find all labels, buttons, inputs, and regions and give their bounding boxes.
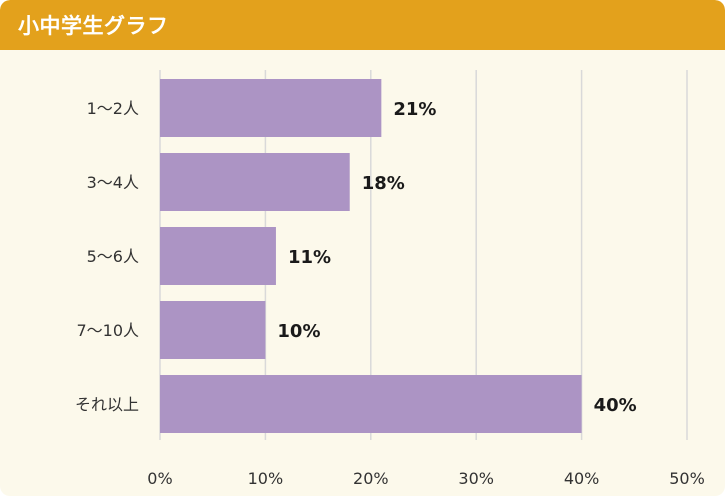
- x-tick-label: 40%: [564, 469, 600, 488]
- data-label: 11%: [288, 247, 331, 268]
- data-label: 18%: [362, 173, 405, 194]
- x-tick-label: 30%: [458, 469, 494, 488]
- data-label: 10%: [277, 321, 320, 342]
- category-label: 5〜6人: [87, 247, 139, 266]
- x-tick-label: 20%: [353, 469, 389, 488]
- bar: [160, 227, 276, 285]
- chart-header: 小中学生グラフ: [0, 0, 725, 50]
- chart-title: 小中学生グラフ: [18, 14, 169, 38]
- bar: [160, 301, 266, 359]
- bar: [160, 153, 350, 211]
- bar: [160, 79, 382, 137]
- data-label: 21%: [393, 99, 436, 120]
- category-label: 1〜2人: [87, 99, 139, 118]
- x-tick-label: 50%: [669, 469, 705, 488]
- data-label: 40%: [594, 395, 637, 416]
- x-tick-label: 0%: [147, 469, 172, 488]
- category-label: 7〜10人: [76, 321, 139, 340]
- bar: [160, 375, 582, 433]
- category-label: それ以上: [75, 395, 139, 414]
- category-label: 3〜4人: [87, 173, 139, 192]
- x-tick-label: 10%: [248, 469, 284, 488]
